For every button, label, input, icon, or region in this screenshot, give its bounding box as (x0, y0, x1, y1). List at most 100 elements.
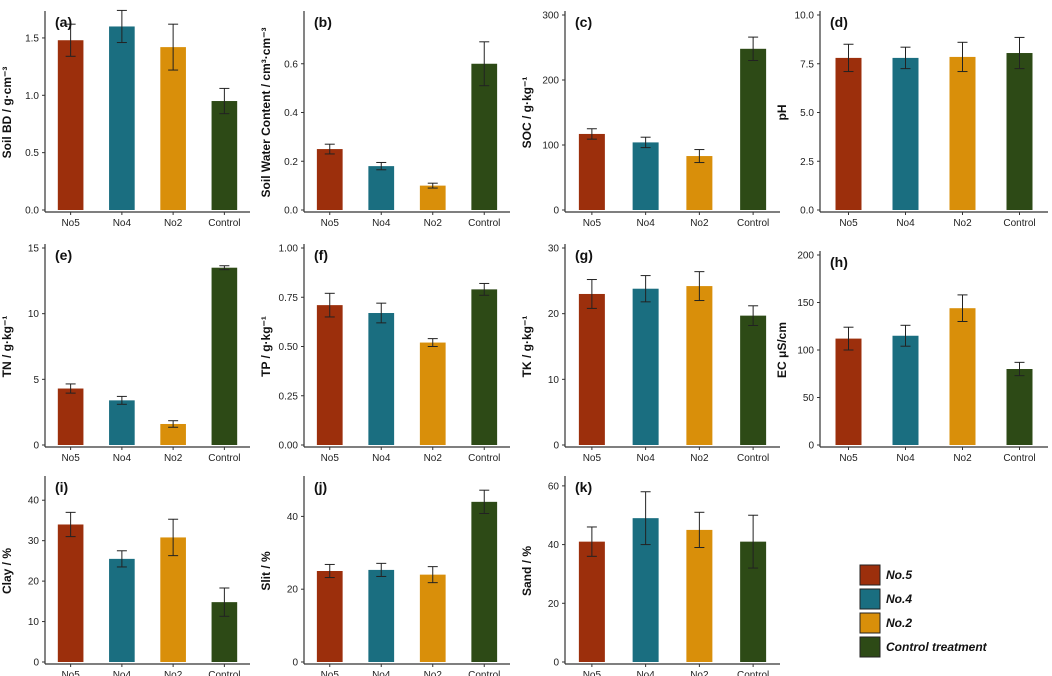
y-tick-label: 20 (548, 309, 560, 320)
error-bar (843, 43, 854, 73)
bar-no4 (368, 166, 395, 210)
y-tick-label: 0 (33, 441, 39, 452)
x-tick-label: Control (208, 670, 240, 676)
y-tick-label: 0.6 (284, 59, 298, 70)
bar-no5 (57, 524, 84, 662)
error-bar (479, 282, 490, 296)
bar-no5 (578, 133, 605, 210)
x-tick-label: No2 (690, 453, 709, 464)
x-tick-label: Control (1003, 453, 1035, 464)
bar-no5 (578, 541, 605, 662)
y-tick-label: 10 (28, 309, 40, 320)
y-tick-label: 10.0 (795, 11, 815, 22)
y-tick-label: 0.5 (25, 148, 39, 159)
bar-control (471, 289, 498, 445)
x-tick-label: Control (737, 453, 769, 464)
y-tick-label: 15 (28, 244, 40, 255)
bar-no2 (686, 286, 713, 445)
panel-tag: (e) (55, 247, 72, 263)
bar-no4 (368, 569, 395, 662)
x-tick-label: No5 (321, 218, 340, 229)
bar-no2 (419, 342, 446, 445)
bar-no5 (835, 57, 862, 211)
bar-control (740, 48, 767, 210)
error-bar (324, 292, 335, 318)
x-tick-label: No5 (321, 453, 340, 464)
y-tick-label: 0 (553, 658, 559, 669)
error-bar (900, 46, 911, 70)
y-tick-label: 40 (548, 540, 560, 551)
error-bar (219, 265, 230, 271)
y-tick-label: 100 (542, 141, 559, 152)
panel-f: 0.00 0.25 0.50 0.75 1.00 No5 No4 No2 Control (f) T… (259, 244, 510, 464)
panel-c: 0 100 200 300 No5 No4 No2 Control (c) SOC / g·kg⁻… (520, 11, 780, 229)
panel-tag: (k) (575, 479, 592, 495)
error-bar (479, 41, 490, 87)
legend-swatch-no2 (859, 612, 881, 634)
y-tick-label: 0 (33, 658, 39, 669)
error-bar (586, 279, 597, 309)
x-tick-label: No2 (164, 218, 183, 229)
y-tick-label: 200 (797, 251, 814, 262)
y-tick-label: 20 (28, 577, 40, 588)
y-tick-label: 5.0 (800, 108, 814, 119)
x-tick-label: Control (468, 453, 500, 464)
y-axis-label: Soil BD / g·cm⁻³ (0, 67, 14, 159)
x-tick-label: No4 (372, 218, 391, 229)
x-tick-label: No2 (690, 670, 709, 676)
x-tick-label: No5 (61, 670, 80, 676)
error-bar (376, 161, 387, 171)
error-bar (694, 149, 705, 164)
x-tick-label: No4 (636, 218, 655, 229)
bar-no2 (949, 308, 976, 445)
y-tick-label: 0 (553, 206, 559, 217)
y-tick-label: 60 (548, 481, 560, 492)
bar-no5 (57, 40, 84, 211)
y-tick-label: 0.2 (284, 157, 298, 168)
x-tick-label: No2 (424, 453, 443, 464)
error-bar (694, 511, 705, 549)
x-tick-label: No4 (896, 453, 915, 464)
panel-tag: (b) (314, 14, 332, 30)
y-tick-label: 0.25 (279, 391, 299, 402)
bar-no5 (316, 571, 343, 662)
x-tick-label: Control (468, 218, 500, 229)
error-bar (900, 324, 911, 347)
y-tick-label: 40 (287, 512, 299, 523)
bar-no2 (160, 47, 186, 210)
panel-tag: (c) (575, 14, 592, 30)
y-tick-label: 0 (292, 658, 298, 669)
x-tick-label: No5 (583, 218, 602, 229)
panel-h: 0 50 100 150 200 No5 No4 No2 Control (h) EC μS/cm (775, 251, 1048, 464)
y-tick-label: 0.4 (284, 108, 298, 119)
x-tick-label: No5 (839, 453, 858, 464)
y-tick-label: 1.0 (25, 91, 39, 102)
error-bar (640, 491, 651, 546)
y-axis-label: EC μS/cm (775, 322, 789, 378)
error-bar (65, 383, 76, 394)
error-bar (65, 511, 76, 538)
x-tick-label: No4 (113, 670, 132, 676)
bar-control (1006, 53, 1033, 211)
y-axis-label: Slit / % (259, 551, 273, 591)
y-tick-label: 0 (808, 441, 814, 452)
error-bar (427, 182, 438, 189)
error-bar (586, 128, 597, 140)
y-tick-label: 200 (542, 76, 559, 87)
error-bar (168, 420, 179, 428)
error-bar (376, 302, 387, 324)
bar-control (471, 501, 498, 662)
bar-control (740, 315, 767, 445)
x-tick-label: No4 (372, 670, 391, 676)
y-axis-label: Soil Water Content / cm³·cm⁻³ (259, 28, 273, 198)
y-axis-label: SOC / g·kg⁻¹ (520, 77, 534, 149)
error-bar (748, 36, 759, 61)
y-tick-label: 0.0 (800, 206, 814, 217)
bar-no2 (160, 537, 186, 662)
error-bar (219, 87, 230, 115)
y-axis-label: TN / g·kg⁻¹ (0, 316, 14, 378)
legend-swatch-no4 (859, 588, 881, 610)
bar-no2 (419, 574, 446, 662)
panel-d: 0.0 2.5 5.0 7.5 10.0 No5 No4 No2 Control (d) pH (775, 11, 1048, 229)
panel-tag: (j) (314, 479, 327, 495)
